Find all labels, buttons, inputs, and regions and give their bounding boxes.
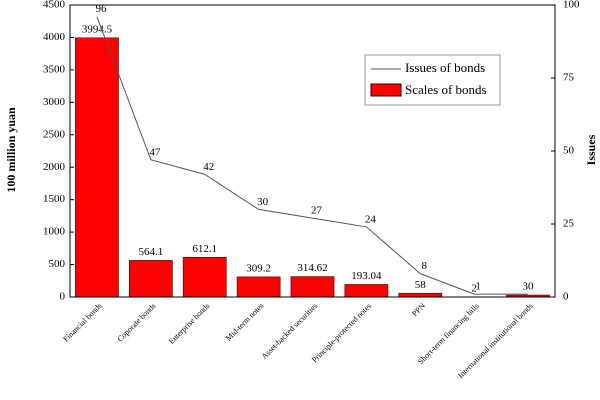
y2-tick-label: 75 (563, 72, 575, 84)
y-tick-label: 4500 (43, 0, 66, 11)
y-tick-label: 4000 (43, 31, 66, 43)
y-tick-label: 3500 (43, 63, 66, 75)
legend-box (364, 54, 501, 106)
y2-axis-title: Issues (584, 134, 598, 165)
x-tick-label: Financial bonds (61, 301, 103, 343)
x-tick-label: Coporate bonds (116, 301, 158, 343)
y-tick-label: 2500 (43, 128, 66, 140)
y-tick-label: 1500 (43, 193, 66, 205)
legend-label: Scales of bonds (405, 82, 487, 97)
line-value-label: 96 (95, 3, 107, 15)
legend-swatch (370, 83, 402, 97)
bar-value-label: 2 (471, 282, 477, 294)
bar (236, 276, 281, 298)
line-value-label: 1 (475, 281, 481, 293)
line-value-label: 8 (422, 260, 428, 272)
bar-value-label: 309.2 (246, 262, 271, 274)
line-value-label: 47 (149, 146, 161, 158)
line (96, 16, 529, 295)
bar-value-label: 564.1 (138, 246, 163, 258)
y-tick-label: 3000 (43, 96, 66, 108)
bar-value-label: 3994.5 (82, 23, 113, 35)
bar (290, 276, 335, 298)
bar-value-label: 612.1 (192, 243, 217, 255)
x-tick-label: Mid-term notes (224, 301, 265, 342)
line-value-label: 30 (257, 196, 269, 208)
y2-tick-label: 50 (563, 145, 575, 157)
plot-frame (69, 4, 556, 298)
bar-value-label: 58 (415, 279, 427, 291)
x-tick-label: PPN (410, 301, 427, 318)
y-tick-label: 0 (60, 291, 66, 303)
x-tick-label: Short-term financing bills (416, 301, 481, 366)
bar-value-label: 314.62 (297, 262, 327, 274)
y-tick-label: 2000 (43, 161, 66, 173)
x-tick-label: Asset-backed securities (260, 301, 320, 361)
y-tick-label: 1000 (43, 226, 66, 238)
legend-label: Issues of bonds (405, 60, 485, 75)
line-value-label: 42 (203, 161, 214, 173)
x-tick-label: Principle-protected notes (310, 301, 373, 364)
bar (398, 292, 443, 298)
bar-value-label: 30 (523, 281, 535, 293)
bar-value-label: 193.04 (351, 270, 382, 282)
bar (182, 256, 227, 298)
y-tick-label: 500 (49, 258, 66, 270)
y2-tick-label: 25 (563, 218, 575, 230)
y2-tick-label: 0 (563, 291, 569, 303)
bar (75, 37, 119, 298)
bar (128, 260, 173, 298)
bar (344, 284, 389, 298)
y-axis-title: 100 million yuan (4, 107, 18, 193)
line-value-label: 27 (311, 205, 323, 217)
x-tick-label: Enterprise bonds (167, 301, 212, 346)
y2-tick-label: 100 (563, 0, 580, 11)
line-value-label: 24 (365, 213, 377, 225)
